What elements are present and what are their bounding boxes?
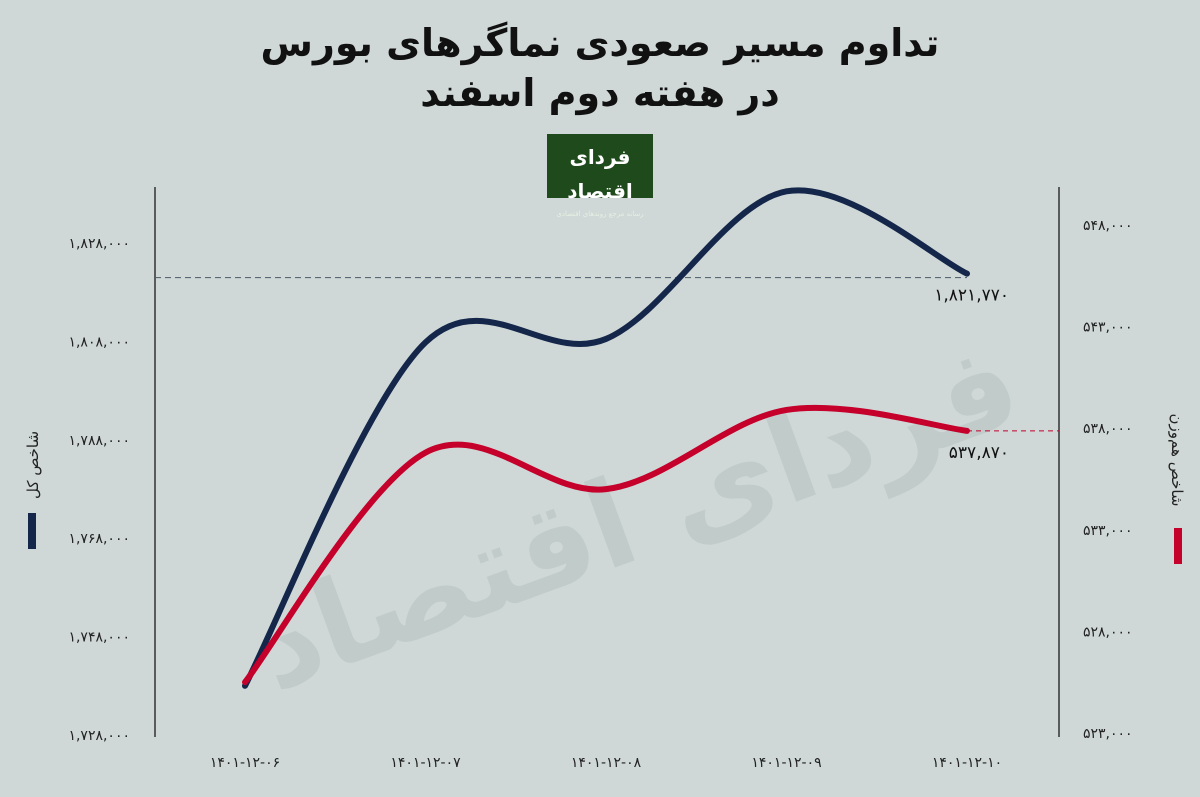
- right-tick-label: ۵۳۸,۰۰۰: [1083, 421, 1133, 437]
- left-tick-label: ۱,۷۴۸,۰۰۰: [68, 630, 130, 646]
- left-axis-ticks: ۱,۸۲۸,۰۰۰ ۱,۸۰۸,۰۰۰ ۱,۷۸۸,۰۰۰ ۱,۷۶۸,۰۰۰ ۱,۷۴…: [68, 236, 130, 744]
- x-axis-ticks: ۱۴۰۱-۱۲-۰۶ ۱۴۰۱-۱۲-۰۷ ۱۴۰۱-۱۲-۰۸ ۱۴۰۱-۱۲-۰۹…: [210, 755, 1002, 771]
- x-tick-label: ۱۴۰۱-۱۲-۰۷: [390, 755, 461, 771]
- title-line-1: تداوم مسیر صعودی نماگرهای بورس: [260, 21, 940, 65]
- x-tick-label: ۱۴۰۱-۱۲-۰۸: [571, 755, 642, 771]
- right-tick-label: ۵۴۸,۰۰۰: [1083, 218, 1133, 234]
- right-tick-label: ۵۴۳,۰۰۰: [1083, 320, 1133, 336]
- left-tick-label: ۱,۷۲۸,۰۰۰: [68, 728, 130, 744]
- x-tick-label: ۱۴۰۱-۱۲-۱۰: [932, 755, 1002, 771]
- left-tick-label: ۱,۸۰۸,۰۰۰: [68, 334, 130, 350]
- end-labels: ۱,۸۲۱,۷۷۰ ۵۳۷,۸۷۰: [934, 286, 1009, 463]
- equal-weight-end-label: ۵۳۷,۸۷۰: [949, 443, 1009, 463]
- left-axis-label: شاخص کل: [24, 431, 42, 499]
- left-tick-label: ۱,۷۸۸,۰۰۰: [68, 433, 130, 449]
- left-legend-swatch: [28, 513, 36, 549]
- right-tick-label: ۵۲۳,۰۰۰: [1083, 726, 1133, 742]
- logo-tagline: رسانه مرجع روندهای اقتصادی: [556, 210, 644, 218]
- chart-title: تداوم مسیر صعودی نماگرهای بورس در هفته د…: [0, 18, 1200, 118]
- brand-logo: فردای اقتصاد رسانه مرجع روندهای اقتصادی: [547, 134, 653, 218]
- right-axis-ticks: ۵۴۸,۰۰۰ ۵۴۳,۰۰۰ ۵۳۸,۰۰۰ ۵۳۳,۰۰۰ ۵۲۸,۰۰۰ ۵۲۳,۰…: [1083, 218, 1133, 742]
- left-tick-label: ۱,۸۲۸,۰۰۰: [68, 236, 130, 252]
- total-end-label: ۱,۸۲۱,۷۷۰: [934, 286, 1009, 306]
- x-tick-label: ۱۴۰۱-۱۲-۰۶: [210, 755, 280, 771]
- x-tick-label: ۱۴۰۱-۱۲-۰۹: [751, 755, 821, 771]
- equal-weight-index-line: [242, 404, 970, 686]
- right-axis-label: شاخص هم‌وزن: [1168, 414, 1186, 507]
- right-legend-swatch: [1174, 528, 1182, 564]
- logo-name: فردای اقتصاد: [567, 145, 633, 203]
- reference-lines: [155, 277, 1059, 432]
- series-lines: [242, 187, 970, 689]
- title-line-2: در هفته دوم اسفند: [420, 71, 780, 115]
- right-tick-label: ۵۳۳,۰۰۰: [1083, 523, 1133, 539]
- total-index-line: [242, 187, 970, 689]
- right-tick-label: ۵۲۸,۰۰۰: [1083, 624, 1133, 640]
- left-tick-label: ۱,۷۶۸,۰۰۰: [68, 531, 130, 547]
